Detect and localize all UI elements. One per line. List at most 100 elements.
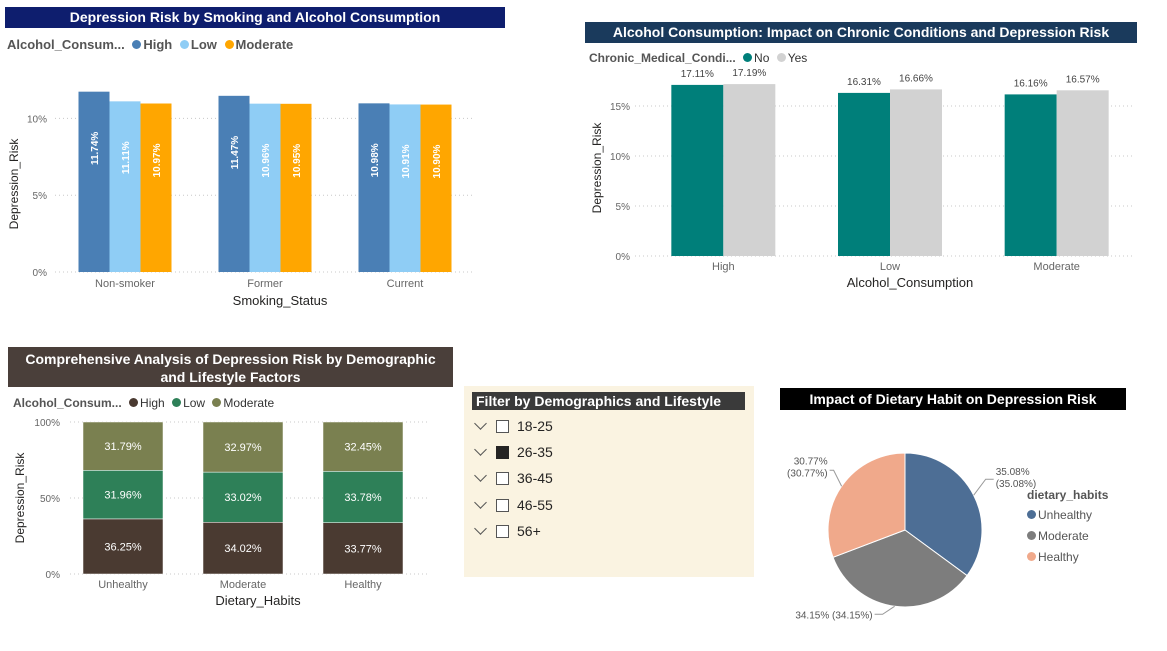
slicer-item-label: 26-35 (517, 444, 553, 460)
x-tick-label: High (712, 261, 735, 273)
chart4-legend-item-moderate[interactable]: Moderate (1027, 529, 1108, 543)
data-label: 17.19% (732, 68, 766, 79)
slicer-item-label: 18-25 (517, 418, 553, 434)
y-tick-label: 0% (616, 252, 631, 263)
checkbox[interactable] (496, 445, 509, 459)
chart3-title: Comprehensive Analysis of Depression Ris… (8, 347, 453, 387)
chart1-legend-item-moderate[interactable]: Moderate (224, 37, 293, 52)
bar (671, 84, 724, 257)
bar-segment (82, 470, 164, 520)
bar-segment (322, 471, 404, 523)
chart3-legend: Alcohol_Consum... High Low Moderate (13, 396, 274, 410)
y-tick-label: 10% (610, 152, 630, 163)
chart3-legend-item-moderate[interactable]: Moderate (212, 396, 274, 410)
checkbox[interactable] (496, 524, 509, 538)
bar-segment (202, 471, 284, 523)
chart3-legend-title: Alcohol_Consum... (13, 396, 122, 410)
slicer-item-18-25[interactable]: 18-25 (474, 415, 553, 437)
chart4-legend: dietary_habits Unhealthy Moderate Health… (1027, 488, 1108, 571)
bar-segment (202, 522, 284, 575)
data-label: 10.96% (261, 144, 272, 178)
x-tick-label: Low (880, 261, 900, 273)
chevron-down-icon[interactable] (474, 522, 487, 535)
data-label: 16.57% (1066, 74, 1100, 85)
chart4-title: Impact of Dietary Habit on Depression Ri… (780, 388, 1126, 410)
chart1-plot: 0% 5% 10% 11.74% 11.11% 10.97% Non-smoker 11.47… (7, 91, 475, 308)
chart4-plot: 35.08%(35.08%) 34.15% (34.15%) 30.77%(30.7… (787, 452, 1037, 621)
bar-segment (82, 518, 164, 575)
y-tick-label: 10% (27, 114, 47, 125)
chart1-legend-item-high[interactable]: High (132, 37, 172, 52)
chevron-down-icon[interactable] (474, 417, 487, 430)
data-label: 10.95% (292, 144, 303, 178)
bar (218, 95, 250, 272)
legend-dot-icon (224, 40, 234, 49)
bar-segment (202, 421, 284, 473)
bar (420, 104, 452, 273)
checkbox[interactable] (496, 471, 509, 485)
bar (249, 103, 281, 272)
slicer-item-56-plus[interactable]: 56+ (474, 520, 541, 542)
data-label: (35.08%) (996, 479, 1037, 490)
legend-dot-icon (1027, 531, 1036, 540)
data-label: 33.77% (344, 543, 382, 555)
slicer-item-46-55[interactable]: 46-55 (474, 494, 553, 516)
chart4-legend-item-healthy[interactable]: Healthy (1027, 550, 1108, 564)
bar (723, 84, 776, 256)
bar (389, 104, 421, 273)
x-tick-label: Unhealthy (98, 579, 148, 591)
checkbox[interactable] (496, 498, 509, 512)
data-label: 34.02% (224, 543, 262, 555)
x-tick-label: Moderate (220, 579, 266, 591)
chart3-legend-item-low[interactable]: Low (172, 396, 205, 410)
y-tick-label: 50% (40, 494, 60, 505)
legend-dot-icon (172, 398, 182, 407)
x-tick-label: Non-smoker (95, 278, 155, 290)
checkbox[interactable] (496, 419, 509, 433)
data-label: (30.77%) (787, 468, 828, 479)
data-label: 33.02% (224, 492, 262, 504)
chart4-legend-title: dietary_habits (1027, 488, 1109, 502)
pie-slice (832, 529, 968, 608)
y-tick-label: 5% (616, 202, 631, 213)
x-axis-title: Smoking_Status (233, 293, 328, 308)
data-label: 31.79% (104, 441, 142, 453)
data-label: 31.96% (104, 490, 142, 502)
x-tick-label: Current (387, 278, 424, 290)
chart4-legend-item-unhealthy[interactable]: Unhealthy (1027, 508, 1108, 522)
x-tick-label: Healthy (344, 579, 382, 591)
bar (358, 103, 390, 272)
data-label: 32.97% (224, 442, 262, 454)
chart3-title-line1: Comprehensive Analysis of Depression Ris… (25, 351, 436, 367)
chevron-down-icon[interactable] (474, 469, 487, 482)
chart1-visual: Depression Risk by Smoking and Alcohol C… (0, 0, 510, 320)
bar (838, 92, 890, 257)
leader-line (874, 605, 895, 615)
chart1-legend-item-low[interactable]: Low (179, 37, 217, 52)
y-axis-title: Depression_Risk (13, 452, 27, 544)
chart4-visual: Impact of Dietary Habit on Depression Ri… (760, 380, 1167, 651)
legend-dot-icon (1027, 510, 1036, 519)
chevron-down-icon[interactable] (474, 496, 487, 509)
data-label: 17.11% (681, 69, 714, 80)
chart2-legend-item-no[interactable]: No (743, 51, 769, 65)
bar (109, 101, 141, 272)
chart2-visual: Alcohol Consumption: Impact on Chronic C… (575, 0, 1167, 320)
x-axis-title: Dietary_Habits (215, 593, 301, 608)
data-label: 10.98% (370, 143, 381, 177)
legend-dot-icon (743, 53, 753, 62)
data-label: 30.77% (794, 456, 828, 467)
chevron-down-icon[interactable] (474, 443, 487, 456)
slicer-item-36-45[interactable]: 36-45 (474, 467, 553, 489)
chart3-legend-item-high[interactable]: High (129, 396, 165, 410)
data-label: 10.90% (432, 144, 443, 178)
chart2-legend-item-yes[interactable]: Yes (776, 51, 807, 65)
data-label: 16.31% (847, 77, 881, 88)
legend-dot-icon (776, 53, 786, 62)
chart2-plot: 0% 5% 10% 15% 17.11% 17.19% High 16.31% 16.66% Lo… (590, 68, 1135, 290)
chart1-legend-title: Alcohol_Consum... (7, 37, 125, 52)
y-tick-label: 100% (34, 418, 60, 429)
data-label: 10.97% (152, 143, 163, 177)
slicer-item-26-35[interactable]: 26-35 (474, 441, 553, 463)
data-label: 16.16% (1014, 78, 1048, 89)
